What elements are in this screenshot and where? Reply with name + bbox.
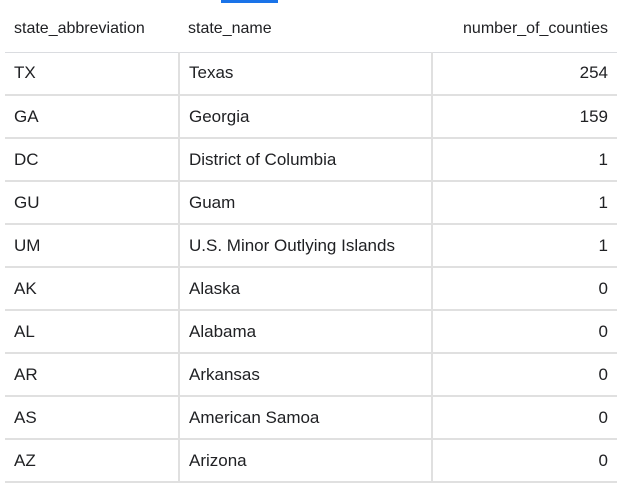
cell-state-abbreviation[interactable]: AR [5,353,180,397]
column-header-state-abbreviation[interactable]: state_abbreviation [5,7,179,53]
cell-state-name[interactable]: Arkansas [179,353,433,397]
cell-state-name[interactable]: District of Columbia [179,138,433,182]
cell-number-of-counties[interactable]: 1 [432,224,617,268]
cell-state-name[interactable]: Georgia [179,95,433,139]
cell-number-of-counties[interactable]: 1 [432,138,617,182]
cell-number-of-counties[interactable]: 0 [432,439,617,483]
cell-state-abbreviation[interactable]: AZ [5,439,180,483]
cell-state-name[interactable]: Alabama [179,310,433,354]
table-body: TX Texas 254 GA Georgia 159 DC District … [5,52,617,483]
cell-number-of-counties[interactable]: 159 [432,95,617,139]
cell-state-abbreviation[interactable]: TX [5,52,180,96]
column-header-number-of-counties[interactable]: number_of_counties [432,7,617,53]
cell-state-name[interactable]: Alaska [179,267,433,311]
cell-state-name[interactable]: U.S. Minor Outlying Islands [179,224,433,268]
table-row: UM U.S. Minor Outlying Islands 1 [5,224,617,268]
table-row: AS American Samoa 0 [5,396,617,440]
table-row: GU Guam 1 [5,181,617,225]
active-tab-indicator [221,0,278,3]
table-row: AL Alabama 0 [5,310,617,354]
cell-number-of-counties[interactable]: 0 [432,310,617,354]
cell-number-of-counties[interactable]: 1 [432,181,617,225]
cell-state-name[interactable]: Guam [179,181,433,225]
cell-number-of-counties[interactable]: 0 [432,396,617,440]
table-row: GA Georgia 159 [5,95,617,139]
cell-state-abbreviation[interactable]: DC [5,138,180,182]
cell-state-abbreviation[interactable]: GU [5,181,180,225]
cell-state-abbreviation[interactable]: GA [5,95,180,139]
cell-number-of-counties[interactable]: 0 [432,353,617,397]
table-row: AZ Arizona 0 [5,439,617,483]
cell-state-name[interactable]: American Samoa [179,396,433,440]
cell-number-of-counties[interactable]: 0 [432,267,617,311]
cell-state-abbreviation[interactable]: AK [5,267,180,311]
table-row: DC District of Columbia 1 [5,138,617,182]
table-row: AK Alaska 0 [5,267,617,311]
cell-number-of-counties[interactable]: 254 [432,52,617,96]
cell-state-name[interactable]: Arizona [179,439,433,483]
table-row: TX Texas 254 [5,52,617,96]
table-header: state_abbreviation state_name number_of_… [5,7,617,53]
cell-state-abbreviation[interactable]: AS [5,396,180,440]
query-results-table: state_abbreviation state_name number_of_… [5,7,617,483]
column-header-state-name[interactable]: state_name [179,7,432,53]
cell-state-abbreviation[interactable]: AL [5,310,180,354]
cell-state-abbreviation[interactable]: UM [5,224,180,268]
header-row: state_abbreviation state_name number_of_… [5,7,617,53]
cell-state-name[interactable]: Texas [179,52,433,96]
table-row: AR Arkansas 0 [5,353,617,397]
